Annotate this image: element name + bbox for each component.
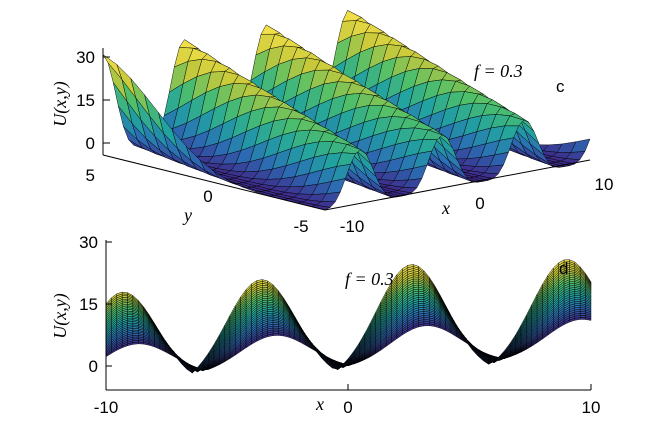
surface-d-cell — [574, 299, 581, 302]
annotation-c: f = 0.3 — [474, 61, 523, 81]
y-tick-label: 0 — [203, 187, 212, 206]
z-axis-label-d: U(x,y) — [50, 293, 71, 338]
y-axis-c — [102, 154, 326, 211]
x-tick-label: -10 — [340, 217, 365, 236]
y-tick-label: 5 — [86, 166, 95, 185]
z-tick-label: 15 — [79, 295, 98, 314]
x-tick-label: 10 — [595, 175, 614, 194]
panel-c: 30 15 0 5 0 -5 -10 0 10 U(x,y) y x f = 0… — [50, 10, 613, 236]
panel-label-c: c — [556, 77, 565, 96]
z-tick-label: 15 — [76, 91, 95, 110]
surface-d-cell — [412, 278, 419, 282]
surface-d-cell — [412, 280, 419, 284]
surface-d-cell — [267, 311, 274, 314]
panel-label-d: d — [559, 259, 568, 278]
x-tick-label: 0 — [343, 398, 352, 417]
surface-d-cell — [418, 301, 425, 304]
surface-d-cell — [423, 323, 430, 327]
surface-d-cell — [418, 303, 425, 306]
annotation-d: f = 0.3 — [345, 269, 394, 289]
z-tick-label: 0 — [86, 134, 95, 153]
x-tick-label: -10 — [94, 398, 119, 417]
z-tick-label: 30 — [79, 233, 98, 252]
panel-d: 30 15 0 -10 0 10 U(x,y) x f = 0.3 d — [50, 233, 600, 417]
x-axis-label-d: x — [315, 394, 324, 414]
surface-c-cell — [260, 24, 281, 35]
x-tick-label: 0 — [475, 194, 484, 213]
surface-d-cell — [423, 321, 430, 325]
x-axis-c — [324, 159, 591, 211]
surface-d-cell — [574, 301, 581, 304]
z-tick-label: 0 — [89, 357, 98, 376]
x-tick-label: 10 — [582, 398, 601, 417]
surface-d-cell — [132, 333, 139, 336]
surface-d-cell — [121, 291, 128, 295]
x-axis-label-c: x — [441, 198, 450, 218]
y-tick-label: -5 — [293, 217, 308, 236]
surface-d-cell — [585, 272, 592, 284]
surface-c — [102, 10, 591, 211]
surface-d-cell — [262, 292, 268, 296]
surface-d-cell — [154, 322, 161, 333]
surface-d — [105, 259, 592, 374]
z-axis-label-c: U(x,y) — [50, 81, 71, 126]
surface-d-cell — [127, 316, 134, 319]
z-tick-label: 30 — [76, 48, 95, 67]
surface-d-cell — [569, 279, 576, 283]
y-axis-label-c: y — [182, 205, 192, 225]
surface-d-cell — [272, 329, 279, 333]
surface-d-cell — [445, 305, 452, 316]
